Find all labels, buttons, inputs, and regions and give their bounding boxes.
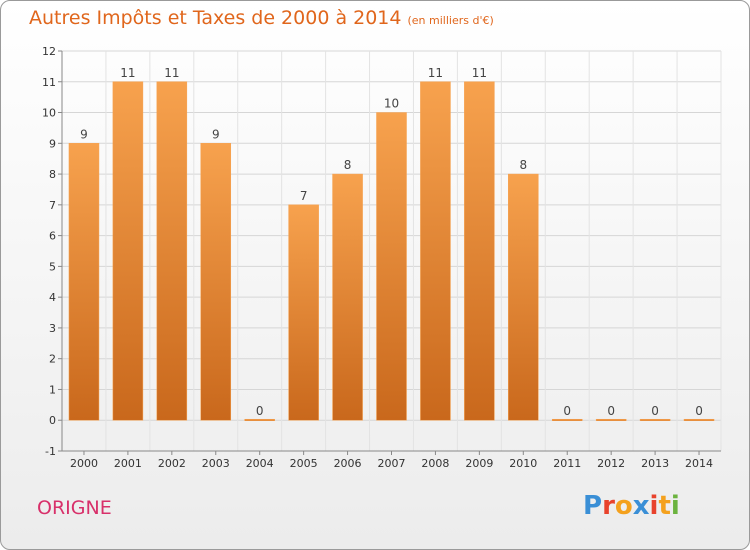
y-tick-label: -1 <box>45 445 56 458</box>
bar-2006 <box>332 173 363 421</box>
bar-2005 <box>288 204 319 421</box>
bar-2003 <box>200 143 232 421</box>
bar-2007 <box>376 112 407 421</box>
logo-letter: i <box>670 491 680 521</box>
data-labels: 9 11 11 9 0 7 8 10 11 11 8 0 0 0 0 <box>80 66 703 418</box>
y-tick-label: 3 <box>49 322 56 335</box>
chart-title: Autres Impôts et Taxes de 2000 à 2014 <box>29 7 402 29</box>
data-label: 11 <box>164 66 179 80</box>
y-tick-label: 2 <box>49 353 56 366</box>
x-tick-label: 2013 <box>641 457 669 470</box>
logo-letter: P <box>583 491 603 521</box>
y-tick-label: 1 <box>49 383 56 396</box>
x-tick-label: 2005 <box>290 457 318 470</box>
bar-2001 <box>112 81 144 421</box>
data-label: 8 <box>344 158 352 172</box>
y-tick-label: 5 <box>49 260 56 273</box>
logo-letter: r <box>602 491 615 521</box>
data-label: 11 <box>120 66 135 80</box>
y-tick-label: 4 <box>49 291 56 304</box>
data-label: 8 <box>519 158 527 172</box>
x-tick-label: 2012 <box>597 457 625 470</box>
x-tick-label: 2010 <box>509 457 537 470</box>
bar-2000 <box>68 143 100 421</box>
data-label: 0 <box>651 404 659 418</box>
bar-2010 <box>508 173 539 421</box>
data-label: 9 <box>212 127 220 141</box>
y-tick-label: 12 <box>42 45 56 58</box>
logo-letter: i <box>649 491 659 521</box>
y-tick-label: 11 <box>42 76 56 89</box>
x-tick-label: 2014 <box>685 457 713 470</box>
y-tick-label: 9 <box>49 137 56 150</box>
x-tick-label: 2009 <box>465 457 493 470</box>
title-block: Autres Impôts et Taxes de 2000 à 2014 (en… <box>29 7 494 29</box>
y-tick-label: 7 <box>49 199 56 212</box>
x-tick-label: 2007 <box>378 457 406 470</box>
data-label: 0 <box>256 404 264 418</box>
y-tick-label: 10 <box>42 107 56 120</box>
bar-2012 <box>595 418 627 421</box>
x-tick-label: 2001 <box>114 457 142 470</box>
data-label: 11 <box>428 66 443 80</box>
data-label: 10 <box>384 97 399 111</box>
data-label: 0 <box>563 404 571 418</box>
y-tick-label: 6 <box>49 230 56 243</box>
x-tick-label: 2004 <box>246 457 274 470</box>
bar-2011 <box>551 418 583 421</box>
x-tick-label: 2003 <box>202 457 230 470</box>
y-tick-label: 0 <box>49 414 56 427</box>
bar-2008 <box>420 81 451 421</box>
bar-2004 <box>244 418 275 421</box>
data-label: 7 <box>300 189 308 203</box>
y-tick-label: 8 <box>49 168 56 181</box>
bar-2014 <box>683 418 715 421</box>
x-tick-label: 2008 <box>421 457 449 470</box>
x-tick-label: 2000 <box>70 457 98 470</box>
bars <box>68 81 715 421</box>
data-label: 0 <box>695 404 703 418</box>
data-label: 11 <box>472 66 487 80</box>
data-label: 0 <box>607 404 615 418</box>
commune-name: ORIGNE <box>37 497 112 519</box>
logo-letter: t <box>658 491 671 521</box>
x-tick-label: 2006 <box>334 457 362 470</box>
proxiti-logo: Proxiti <box>583 491 680 521</box>
data-label: 9 <box>80 127 88 141</box>
bar-2009 <box>464 81 495 421</box>
logo-letter: o <box>614 491 633 521</box>
x-tick-label: 2011 <box>553 457 581 470</box>
bar-2013 <box>639 418 671 421</box>
chart-subtitle: (en milliers d'€) <box>407 14 494 27</box>
bar-2002 <box>156 81 188 421</box>
x-tick-label: 2002 <box>158 457 186 470</box>
logo-letter: x <box>632 491 650 521</box>
